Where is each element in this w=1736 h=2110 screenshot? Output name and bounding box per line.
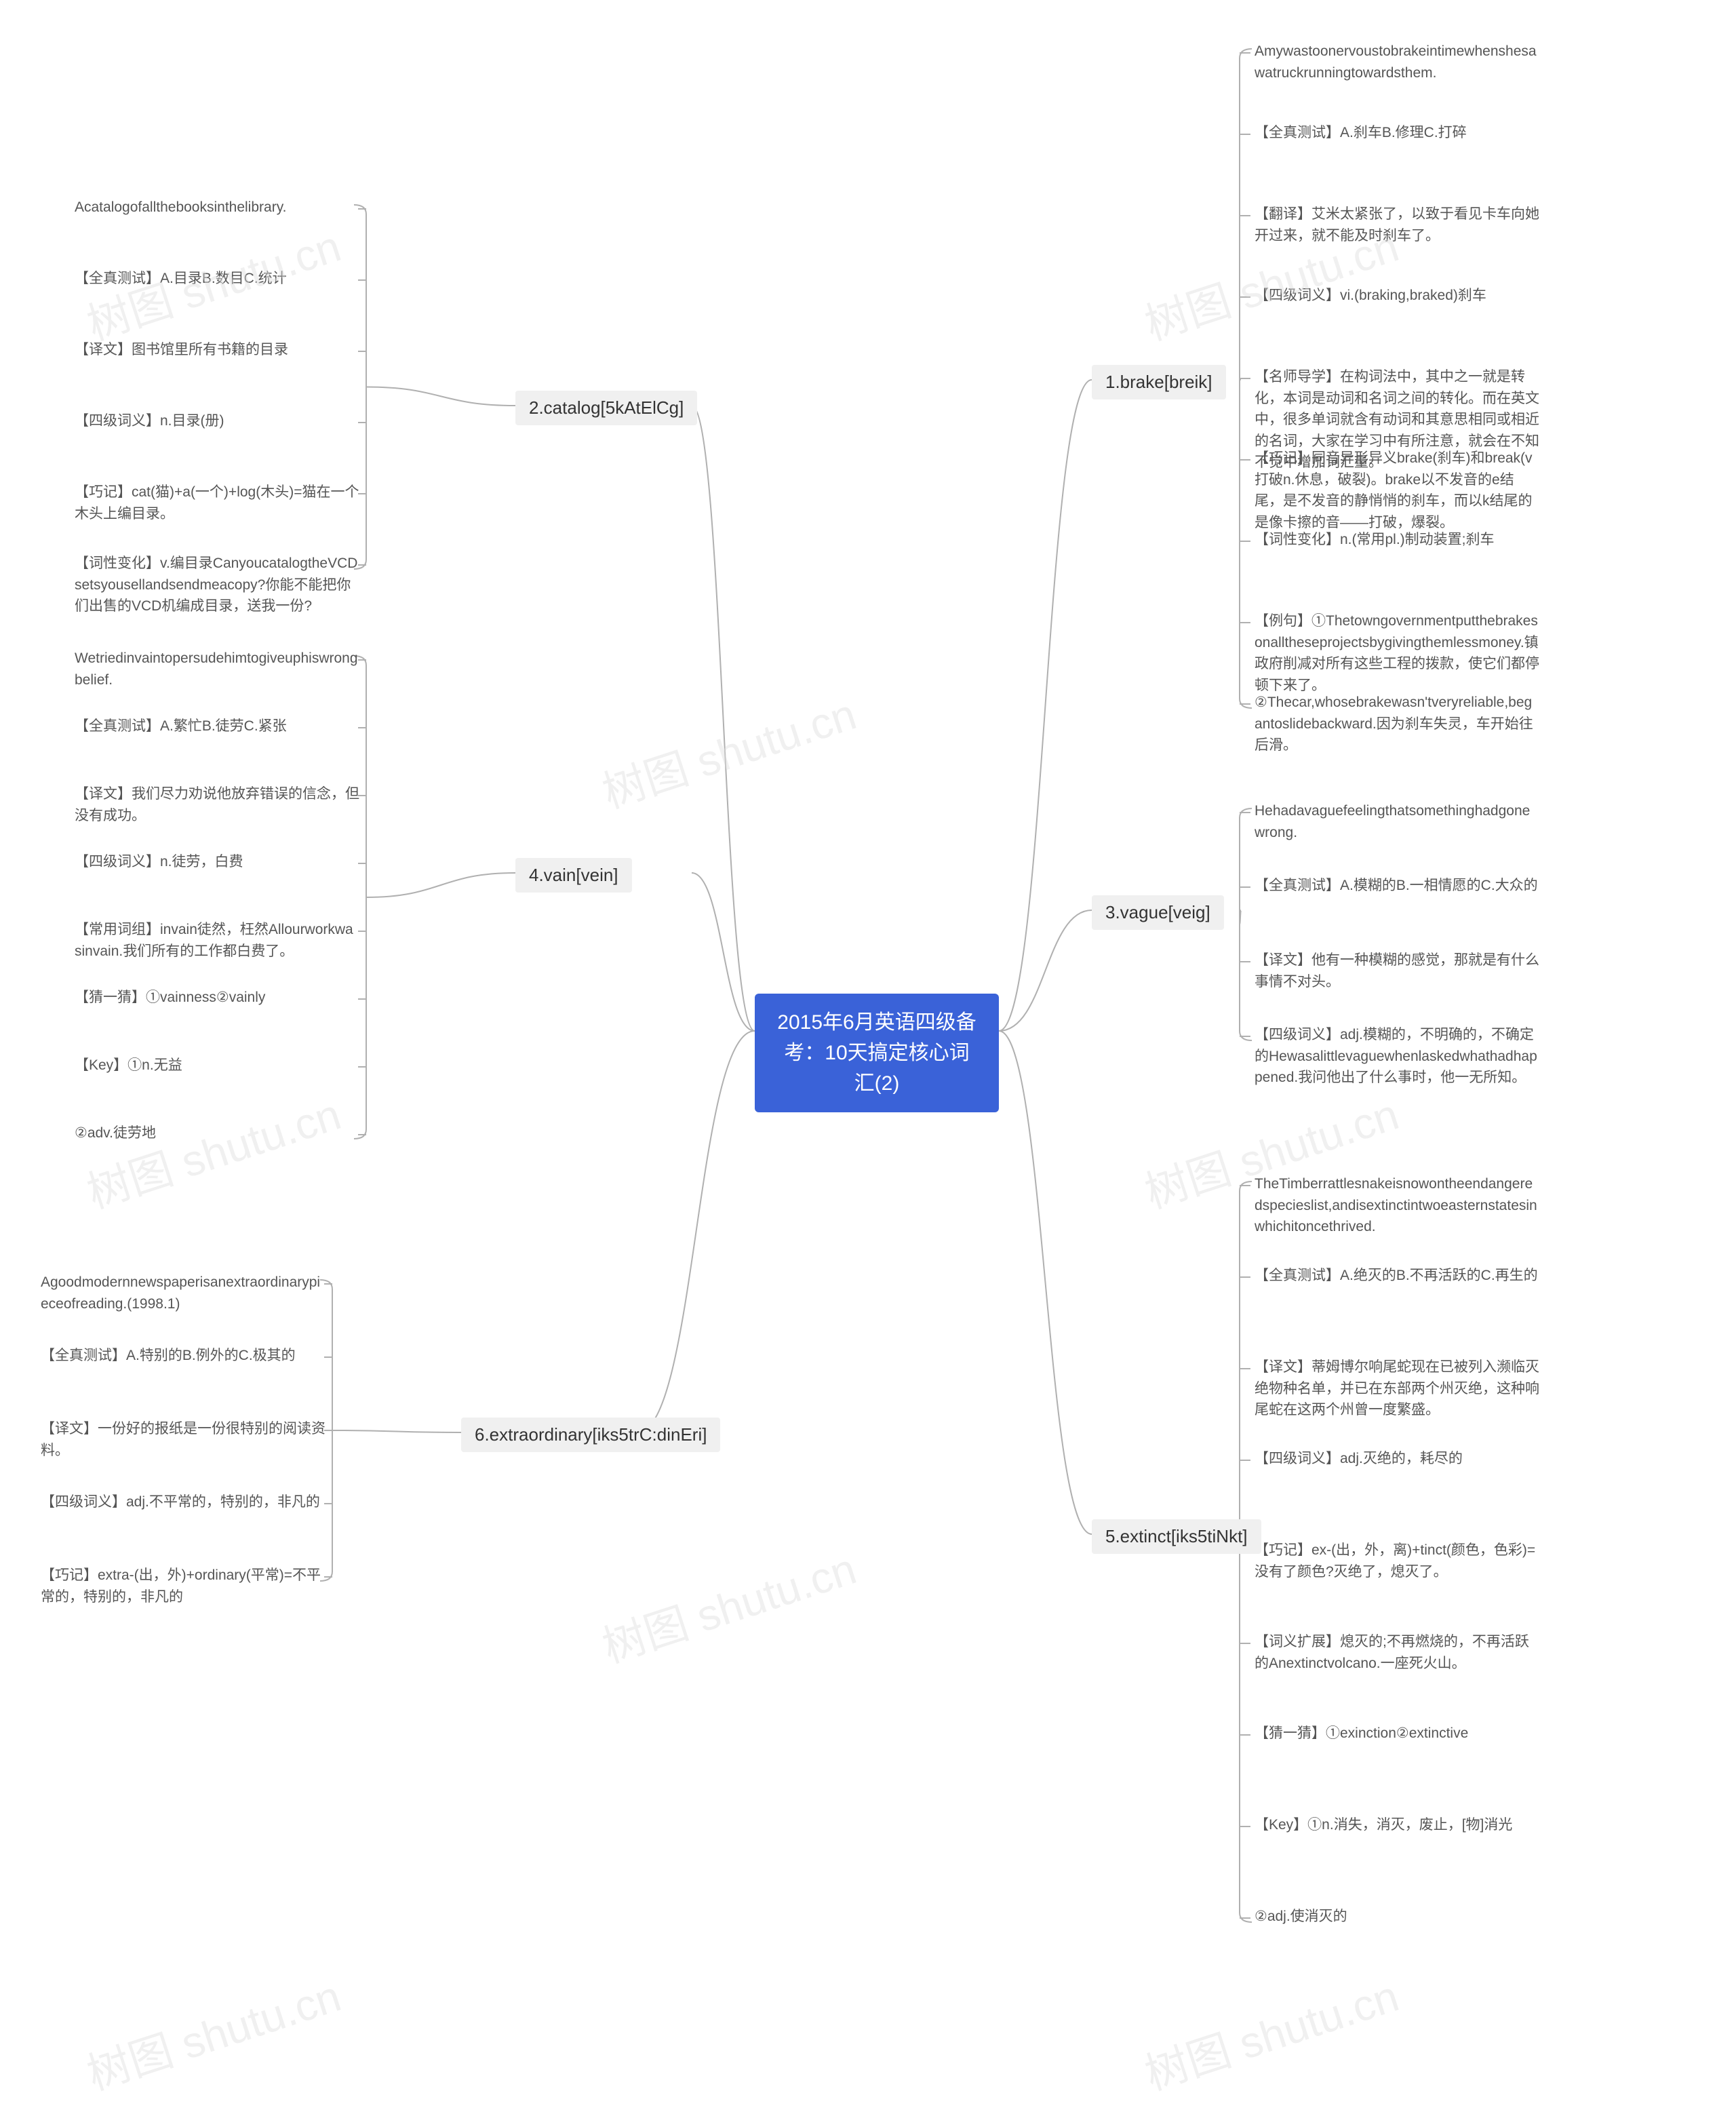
watermark: 树图 shutu.cn (78, 1961, 347, 2102)
watermark: 树图 shutu.cn (593, 1534, 863, 1675)
leaf-brake-6: 【词性变化】n.(常用pl.)制动装置;刹车 (1255, 529, 1495, 551)
leaf-brake-1: 【全真测试】A.刹车B.修理C.打碎 (1255, 122, 1467, 144)
leaf-brake-5: 【巧记】同音异形异义brake(刹车)和break(v打破n.休息，破裂)。br… (1255, 448, 1539, 533)
leaf-vain-4: 【常用词组】invain徒然，枉然Allourworkwasinvain.我们所… (75, 919, 359, 962)
leaf-extinct-7: 【Key】①n.消失，消灭，废止，[物]消光 (1255, 1814, 1512, 1836)
watermark: 树图 shutu.cn (1136, 1961, 1405, 2102)
branch-extinct: 5.extinct[iks5tiNkt] (1092, 1519, 1261, 1554)
watermark: 树图 shutu.cn (593, 680, 863, 820)
leaf-extinct-0: TheTimberrattlesnakeisnowontheendangered… (1255, 1173, 1539, 1238)
leaf-vain-6: 【Key】①n.无益 (75, 1055, 182, 1076)
branch-brake: 1.brake[breik] (1092, 365, 1226, 399)
leaf-extraordinary-2: 【译文】一份好的报纸是一份很特别的阅读资料。 (41, 1418, 326, 1461)
leaf-catalog-3: 【四级词义】n.目录(册) (75, 410, 224, 432)
leaf-catalog-2: 【译文】图书馆里所有书籍的目录 (75, 339, 288, 361)
leaf-vain-0: Wetriedinvaintopersudehimtogiveuphiswron… (75, 648, 359, 690)
leaf-vain-7: ②adv.徒劳地 (75, 1122, 156, 1144)
watermark: 树图 shutu.cn (78, 1080, 347, 1220)
leaf-extraordinary-3: 【四级词义】adj.不平常的，特别的，非凡的 (41, 1491, 320, 1513)
leaf-vague-0: Hehadavaguefeelingthatsomethinghadgonewr… (1255, 800, 1539, 843)
leaf-extinct-5: 【词义扩展】熄灭的;不再燃烧的，不再活跃的Anextinctvolcano.一座… (1255, 1631, 1539, 1674)
branch-extraordinary: 6.extraordinary[iks5trC:dinEri] (461, 1418, 720, 1452)
center-node: 2015年6月英语四级备考：10天搞定核心词汇(2) (755, 994, 999, 1112)
leaf-catalog-4: 【巧记】cat(猫)+a(一个)+log(木头)=猫在一个木头上编目录。 (75, 482, 359, 524)
leaf-vague-3: 【四级词义】adj.模糊的，不明确的，不确定的Hewasalittlevague… (1255, 1024, 1539, 1089)
branch-catalog: 2.catalog[5kAtElCg] (515, 391, 697, 425)
leaf-vain-2: 【译文】我们尽力劝说他放弃错误的信念，但没有成功。 (75, 783, 359, 826)
branch-vain: 4.vain[vein] (515, 858, 632, 893)
leaf-brake-0: Amywastoonervoustobrakeintimewhenshesawa… (1255, 41, 1539, 83)
leaf-brake-2: 【翻译】艾米太紧张了，以致于看见卡车向她开过来，就不能及时刹车了。 (1255, 203, 1539, 246)
leaf-extinct-4: 【巧记】ex-(出，外，离)+tinct(颜色，色彩)=没有了颜色?灭绝了，熄灭… (1255, 1540, 1539, 1582)
leaf-catalog-1: 【全真测试】A.目录B.数目C.统计 (75, 268, 287, 290)
leaf-extinct-8: ②adj.使消灭的 (1255, 1906, 1347, 1928)
leaf-vague-1: 【全真测试】A.模糊的B.一相情愿的C.大众的 (1255, 875, 1538, 897)
leaf-extinct-3: 【四级词义】adj.灭绝的，耗尽的 (1255, 1448, 1463, 1470)
leaf-extraordinary-1: 【全真测试】A.特别的B.例外的C.极其的 (41, 1345, 296, 1367)
leaf-extinct-1: 【全真测试】A.绝灭的B.不再活跃的C.再生的 (1255, 1265, 1538, 1287)
leaf-extraordinary-0: Agoodmodernnewspaperisanextraordinarypie… (41, 1272, 326, 1314)
leaf-vague-2: 【译文】他有一种模糊的感觉，那就是有什么事情不对头。 (1255, 950, 1539, 992)
leaf-extraordinary-4: 【巧记】extra-(出，外)+ordinary(平常)=不平常的，特别的，非凡… (41, 1565, 326, 1607)
leaf-vain-5: 【猜一猜】①vainness②vainly (75, 987, 265, 1009)
leaf-brake-8: ②Thecar,whosebrakewasn'tveryreliable,beg… (1255, 692, 1539, 756)
leaf-brake-7: 【例句】①Thetowngovernmentputthebrakesonallt… (1255, 610, 1539, 696)
leaf-vain-3: 【四级词义】n.徒劳，白费 (75, 851, 243, 873)
leaf-vain-1: 【全真测试】A.繁忙B.徒劳C.紧张 (75, 716, 287, 737)
branch-vague: 3.vague[veig] (1092, 895, 1224, 930)
leaf-extinct-6: 【猜一猜】①exinction②extinctive (1255, 1723, 1468, 1744)
leaf-catalog-5: 【词性变化】v.编目录CanyoucatalogtheVCDsetsyousel… (75, 553, 359, 617)
leaf-catalog-0: Acatalogofallthebooksinthelibrary. (75, 197, 286, 218)
center-text: 2015年6月英语四级备考：10天搞定核心词汇(2) (777, 1011, 976, 1095)
leaf-brake-3: 【四级词义】vi.(braking,braked)刹车 (1255, 285, 1486, 307)
leaf-extinct-2: 【译文】蒂姆博尔响尾蛇现在已被列入濒临灭绝物种名单，并已在东部两个州灭绝，这种响… (1255, 1356, 1539, 1421)
